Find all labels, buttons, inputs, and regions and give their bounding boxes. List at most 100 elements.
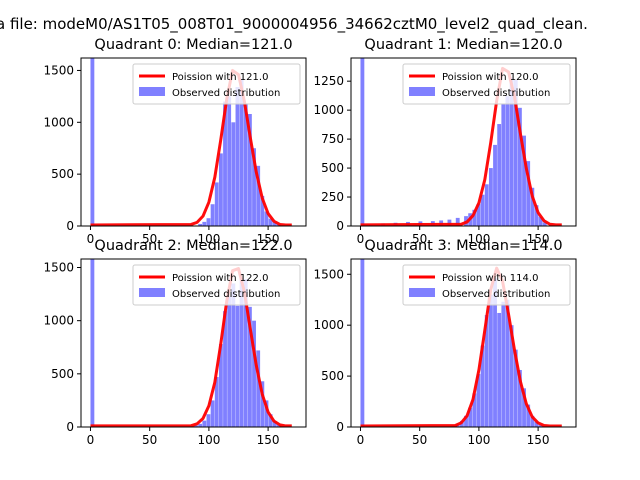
histogram-bar <box>501 104 506 226</box>
y-tick-label: 750 <box>321 132 344 146</box>
histogram-bar <box>239 278 244 427</box>
histogram-bar <box>256 165 261 226</box>
x-tick-label: 100 <box>467 433 490 447</box>
histogram-bar <box>90 259 95 427</box>
y-tick-label: 0 <box>336 219 344 233</box>
legend-box <box>132 63 301 105</box>
y-tick-label: 1000 <box>313 103 344 117</box>
axes-frame <box>80 57 307 227</box>
histogram-bar <box>202 420 207 427</box>
histogram-bar <box>501 301 506 427</box>
histogram-bar <box>517 107 522 226</box>
legend-observed-label: Observed distribution <box>172 289 280 300</box>
legend-observed-label: Observed distribution <box>442 88 550 99</box>
legend-observed-swatch <box>409 288 435 297</box>
histogram-bar <box>484 184 489 226</box>
subplot-title: Quadrant 0: Median=121.0 <box>94 37 292 53</box>
x-tick-label: 100 <box>467 232 490 246</box>
histogram-bar <box>218 344 223 427</box>
x-tick-label: 50 <box>412 232 427 246</box>
y-tick-label: 0 <box>336 420 344 434</box>
y-tick-label: 500 <box>51 367 74 381</box>
x-tick-label: 0 <box>357 433 365 447</box>
legend-poisson-label: Poission with 114.0 <box>442 273 538 284</box>
y-tick-label: 500 <box>51 167 74 181</box>
legend-observed-label: Observed distribution <box>442 289 550 300</box>
histogram-bar <box>493 144 497 226</box>
histogram-bar <box>206 414 211 427</box>
y-tick-label: 1000 <box>43 115 74 129</box>
histogram-bar <box>214 377 219 427</box>
x-tick-label: 0 <box>357 232 365 246</box>
histogram-bar <box>480 345 485 427</box>
x-tick-label: 100 <box>197 433 220 447</box>
histogram-bar <box>198 223 203 226</box>
histogram-bar <box>534 205 539 226</box>
y-tick-label: 1500 <box>313 267 344 281</box>
histogram-bar <box>210 204 215 226</box>
histogram-bar <box>256 350 261 427</box>
histogram-bar <box>505 96 510 226</box>
histogram-bar <box>227 96 232 226</box>
x-tick-label: 0 <box>87 433 95 447</box>
histogram-bar <box>480 194 485 226</box>
histogram-bar <box>513 349 518 427</box>
legend: Poission with 120.0 Observed distribution <box>402 63 571 105</box>
x-tick-label: 150 <box>257 232 280 246</box>
histogram-bar <box>264 211 269 226</box>
histogram-bar <box>522 135 526 226</box>
histogram-bar <box>497 124 502 226</box>
histogram-bar <box>509 325 514 427</box>
legend: Poission with 121.0 Observed distribution <box>132 63 301 105</box>
histogram-bar <box>538 216 543 226</box>
axes-frame <box>350 258 577 428</box>
histogram-bar <box>90 58 95 226</box>
x-tick-label: 50 <box>142 232 157 246</box>
legend-poisson-label: Poission with 121.0 <box>172 72 268 83</box>
legend-poisson-label: Poission with 122.0 <box>172 273 268 284</box>
histogram-bar <box>214 182 219 226</box>
histogram-bar <box>526 161 531 226</box>
legend-observed-swatch <box>139 87 165 96</box>
legend-observed-swatch <box>139 288 165 297</box>
histogram-bar <box>464 415 468 427</box>
histogram-bar <box>476 203 481 226</box>
x-tick-label: 100 <box>197 232 220 246</box>
histogram-bar <box>227 296 232 427</box>
subplot-title: Quadrant 1: Median=120.0 <box>364 37 562 53</box>
histogram-bar <box>493 278 497 427</box>
figure-suptitle: a file: modeM0/AS1T05_008T01_9000004956_… <box>0 15 588 34</box>
histogram-bar <box>530 415 535 427</box>
histogram-bar <box>198 423 203 427</box>
histogram-bar <box>484 315 489 427</box>
histogram-bar <box>447 219 452 226</box>
y-tick-label: 0 <box>66 420 74 434</box>
y-tick-label: 1000 <box>313 318 344 332</box>
histogram-bar <box>272 222 277 226</box>
y-tick-label: 1250 <box>313 74 344 88</box>
axes-frame <box>350 57 577 227</box>
y-tick-label: 500 <box>321 161 344 175</box>
legend-box <box>402 264 571 306</box>
subplot-title: Quadrant 3: Median=114.0 <box>364 238 562 254</box>
histogram-bar <box>472 209 477 226</box>
x-tick-label: 0 <box>87 232 95 246</box>
plot-area <box>360 58 562 226</box>
histogram-bar <box>223 311 227 427</box>
histogram-bar <box>252 320 256 427</box>
subplot-title: Quadrant 2: Median=122.0 <box>94 238 292 254</box>
y-tick-label: 0 <box>66 219 74 233</box>
histogram-bar <box>522 388 526 427</box>
histogram-bar <box>243 279 248 427</box>
legend-box <box>132 264 301 306</box>
histogram-bar <box>360 58 365 226</box>
legend-observed-label: Observed distribution <box>172 88 280 99</box>
histogram-bar <box>194 425 198 427</box>
histogram-bar <box>223 101 227 226</box>
histogram-bar <box>260 195 265 226</box>
legend-poisson-label: Poission with 120.0 <box>442 72 538 83</box>
y-tick-label: 1500 <box>43 261 74 275</box>
